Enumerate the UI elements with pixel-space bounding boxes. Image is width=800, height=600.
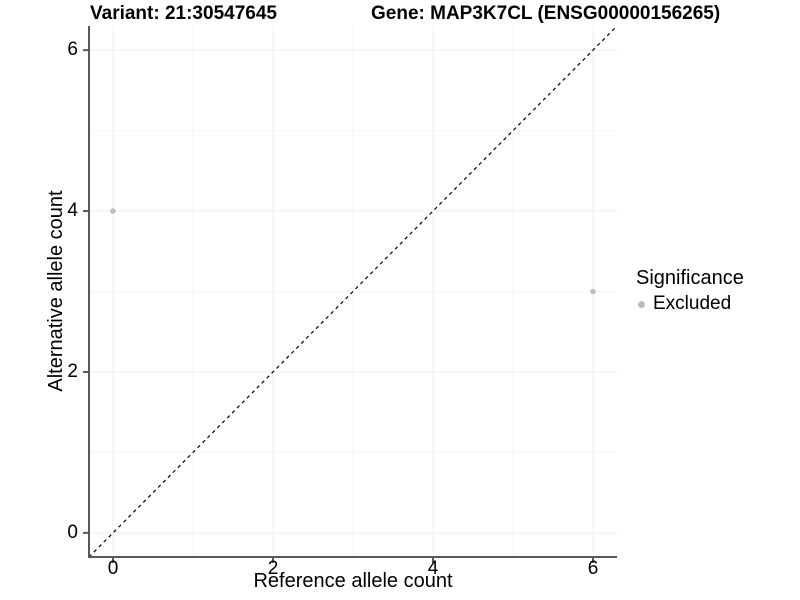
y-tick-label: 6 xyxy=(67,39,78,61)
x-tick-label: 6 xyxy=(587,558,599,579)
legend-item-label: Excluded xyxy=(653,293,732,314)
y-tick-label: 2 xyxy=(67,360,78,382)
legend: Significance Excluded xyxy=(636,266,744,315)
gene-title: Gene: MAP3K7CL (ENSG00000156265) xyxy=(371,3,721,24)
legend-item: Excluded xyxy=(636,293,744,315)
data-point xyxy=(110,208,116,214)
legend-point-icon xyxy=(638,300,645,308)
y-tick-label: 0 xyxy=(67,521,78,543)
data-point xyxy=(590,288,596,295)
variant-title: Variant: 21:30547645 xyxy=(90,3,277,24)
x-tick-label: 4 xyxy=(427,558,439,579)
identity-dashed-line xyxy=(88,25,618,558)
legend-title: Significance xyxy=(636,267,744,289)
y-tick-label: 4 xyxy=(67,200,78,222)
y-axis-title: Alternative allele count xyxy=(45,190,67,392)
x-tick-label: 0 xyxy=(107,558,119,579)
x-axis-title: Reference allele count xyxy=(253,570,453,592)
x-tick-label: 2 xyxy=(267,558,279,579)
